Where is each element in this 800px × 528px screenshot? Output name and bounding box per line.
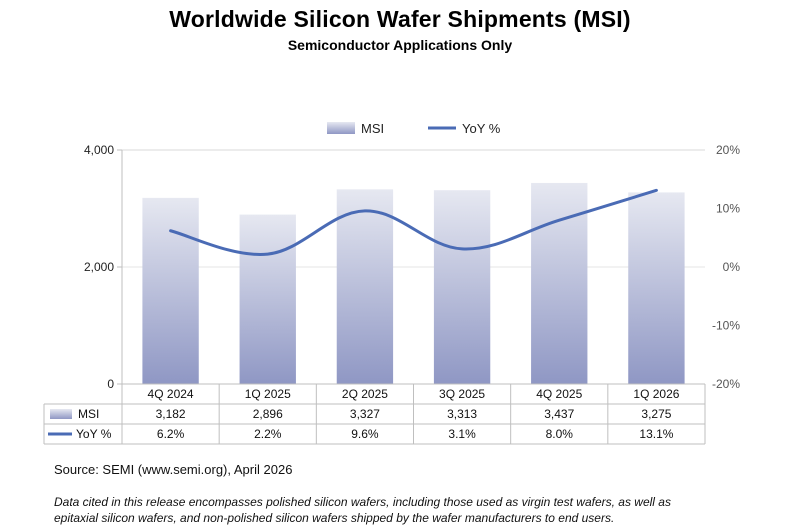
bar-msi-3	[433, 190, 491, 384]
table-cell-msi-0: 3,182	[156, 407, 186, 421]
footnote-line-2: epitaxial silicon wafers, and non-polish…	[54, 511, 615, 525]
y2-tick-label: 0%	[723, 260, 741, 274]
table-cell-msi-1: 2,896	[253, 407, 283, 421]
x-tick-label: 2Q 2025	[342, 387, 388, 401]
x-tick-label: 1Q 2026	[633, 387, 679, 401]
chart-title: Worldwide Silicon Wafer Shipments (MSI)	[169, 6, 631, 32]
y2-tick-label: -20%	[712, 377, 740, 391]
source-text: Source: SEMI (www.semi.org), April 2026	[54, 462, 293, 477]
y-tick-label: 0	[107, 377, 114, 391]
bar-msi-1	[239, 214, 296, 384]
y2-tick-label: -10%	[712, 319, 740, 333]
table-cell-yoy-2: 9.6%	[351, 427, 379, 441]
table-cell-yoy-4: 8.0%	[546, 427, 574, 441]
x-tick-label: 4Q 2024	[148, 387, 194, 401]
y-tick-label: 4,000	[84, 143, 114, 157]
x-tick-label: 3Q 2025	[439, 387, 485, 401]
bar-msi-4	[531, 182, 588, 384]
table-cell-yoy-3: 3.1%	[448, 427, 476, 441]
y2-tick-label: 10%	[716, 202, 740, 216]
yoy-line	[169, 188, 658, 256]
table-cell-yoy-1: 2.2%	[254, 427, 282, 441]
bar-msi-0	[142, 197, 199, 384]
bar-msi-2	[336, 189, 394, 384]
table-cell-yoy-0: 6.2%	[157, 427, 185, 441]
table-cell-msi-3: 3,313	[447, 407, 477, 421]
table-cell-yoy-5: 13.1%	[639, 427, 673, 441]
table-cell-msi-4: 3,437	[544, 407, 574, 421]
table-msi-key	[50, 409, 72, 419]
legend-yoy-label: YoY %	[462, 121, 501, 136]
x-tick-label: 4Q 2025	[536, 387, 582, 401]
bar-msi-5	[628, 192, 685, 384]
y-tick-label: 2,000	[84, 260, 114, 274]
x-tick-label: 1Q 2025	[245, 387, 291, 401]
footnote-line-1: Data cited in this release encompasses p…	[54, 495, 671, 509]
y2-tick-label: 20%	[716, 143, 740, 157]
legend-msi-label: MSI	[361, 121, 384, 136]
table-cell-msi-5: 3,275	[641, 407, 671, 421]
wafer-shipments-chart: 0 2,000 4,000 20% 10% 0% -10% -20% MSI YoY % 4Q …	[43, 121, 741, 445]
table-row-label-yoy: YoY %	[76, 427, 112, 441]
table-cell-msi-2: 3,327	[350, 407, 380, 421]
footnote: Data cited in this release encompasses p…	[54, 494, 794, 526]
chart-subtitle: Semiconductor Applications Only	[287, 37, 513, 53]
table-row-label-msi: MSI	[78, 407, 99, 421]
legend-msi-swatch	[327, 122, 355, 134]
